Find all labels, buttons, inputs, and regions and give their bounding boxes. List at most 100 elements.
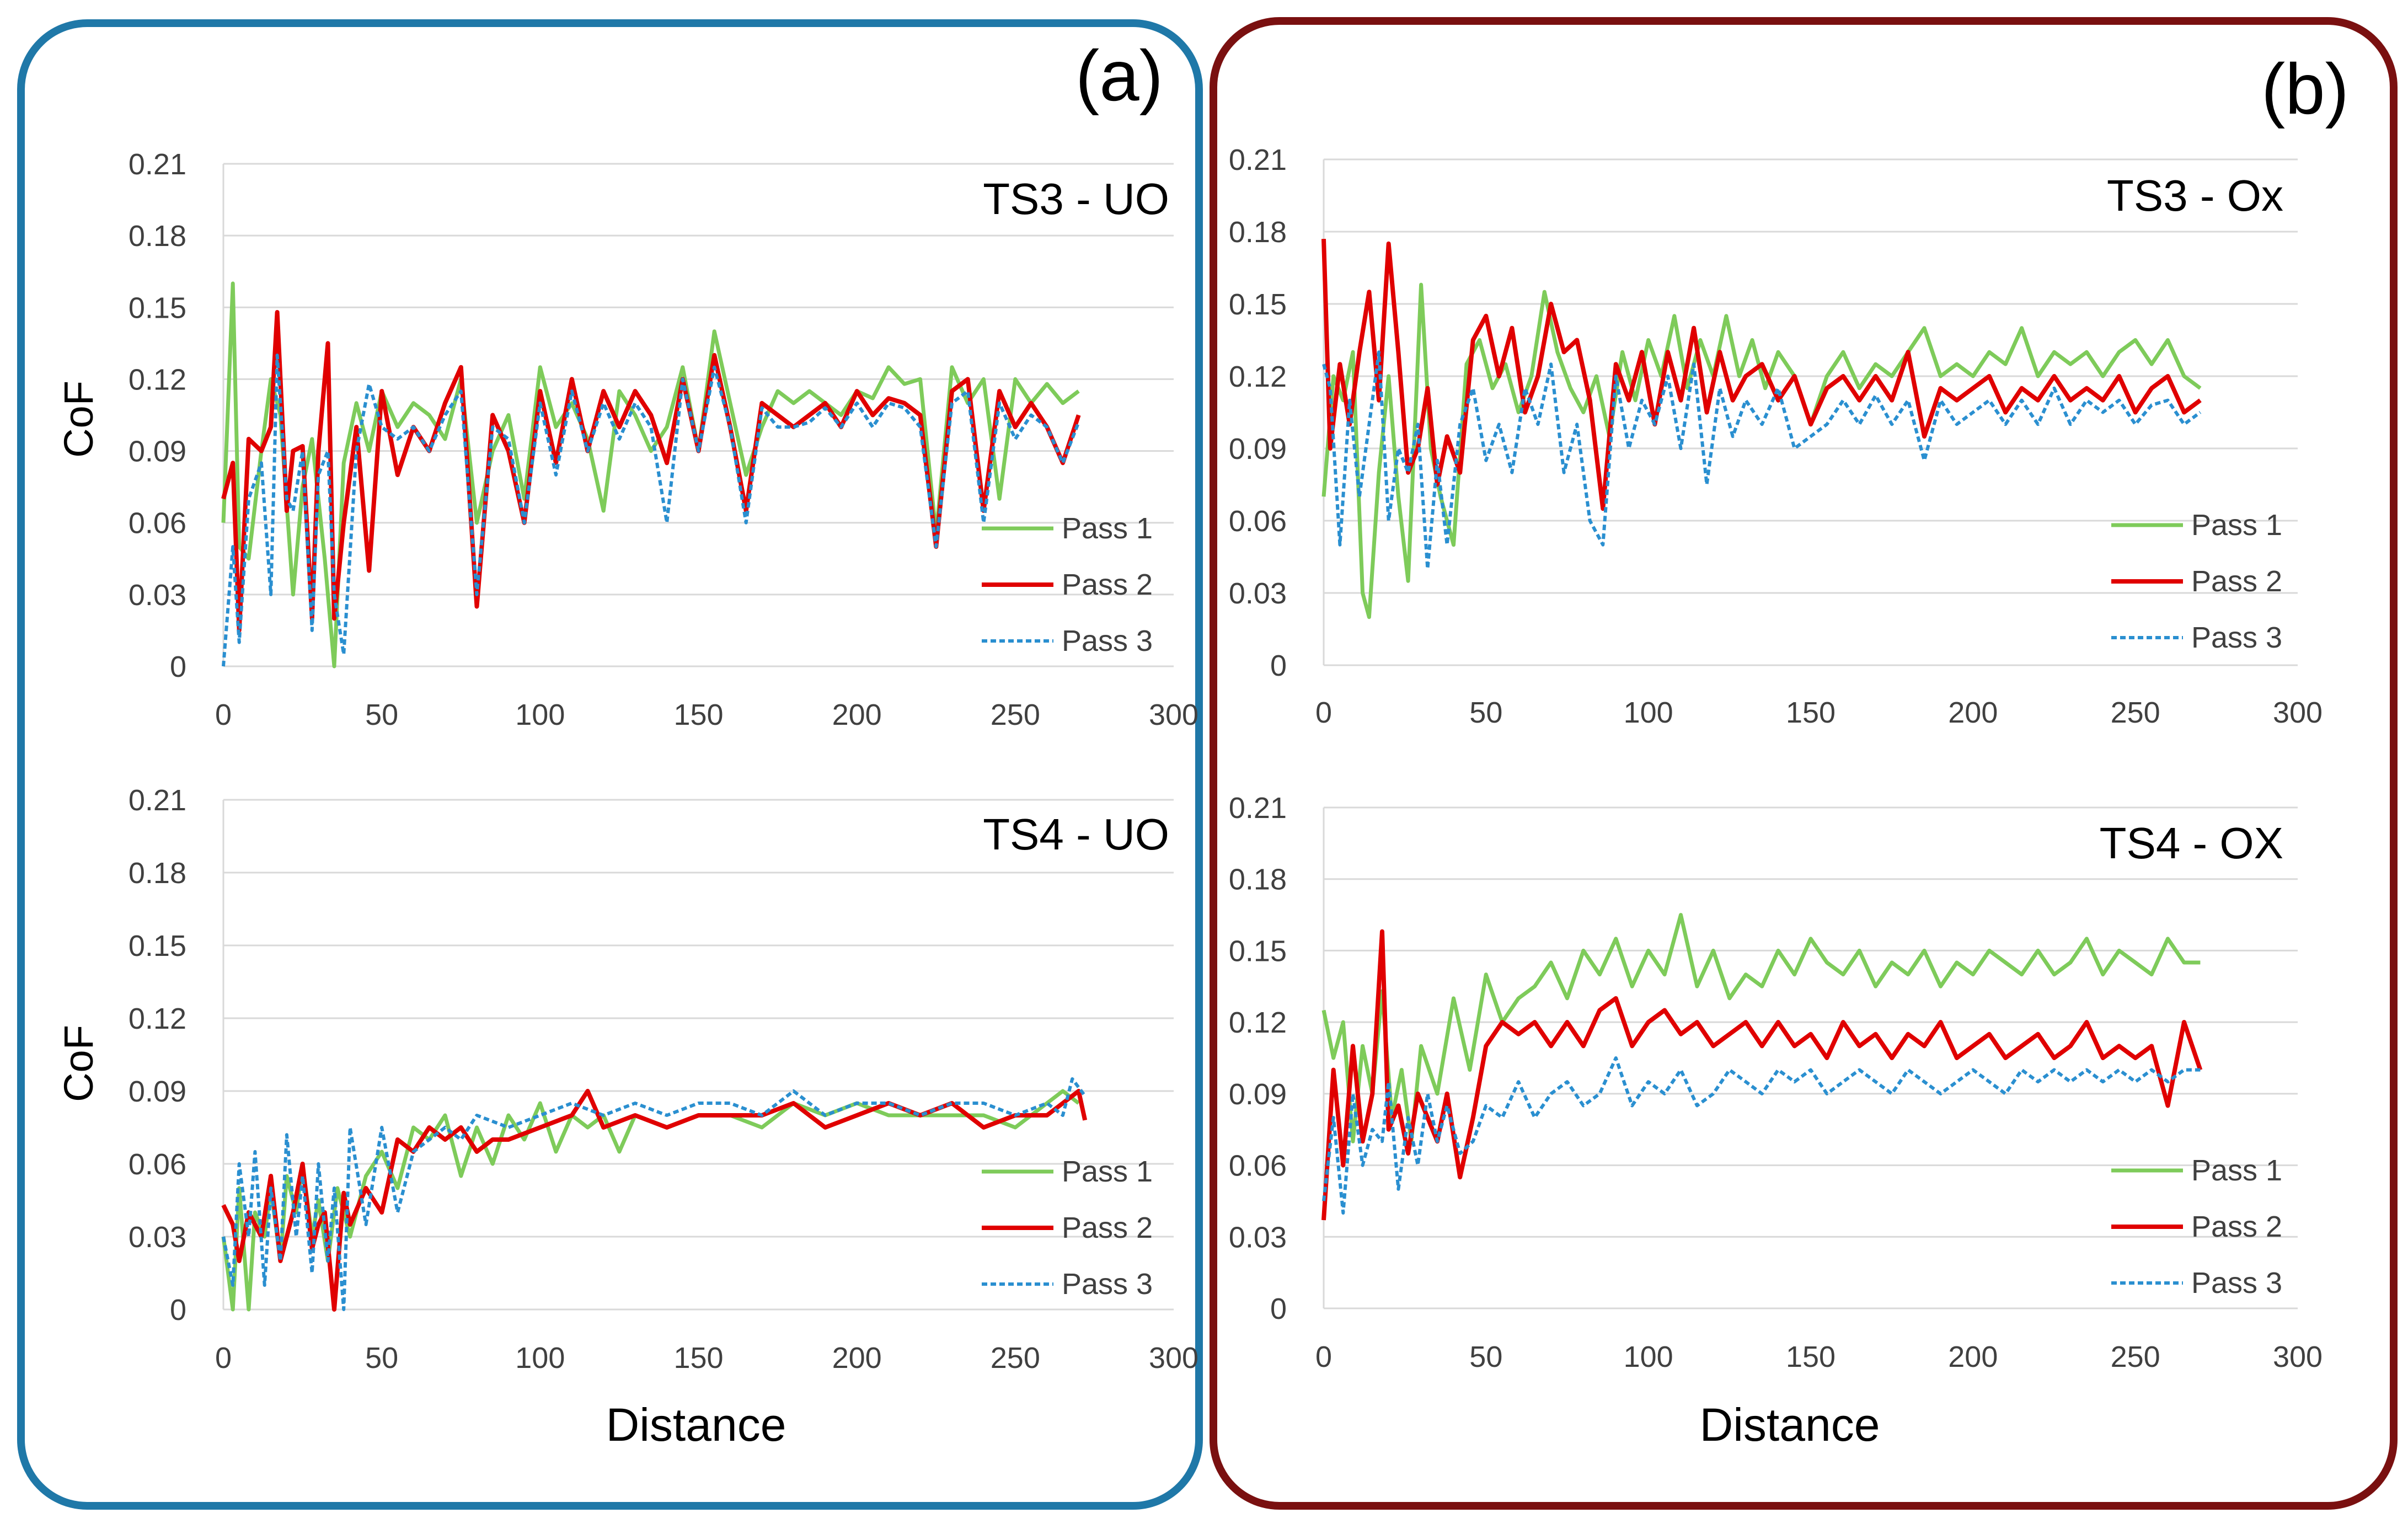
x-tick-label: 200 [1948, 1340, 1998, 1373]
x-tick-label: 300 [1149, 1341, 1198, 1375]
x-tick-label: 0 [215, 698, 232, 731]
x-tick-label: 50 [365, 1341, 398, 1375]
y-tick-label: 0 [170, 650, 186, 683]
x-tick-label: 0 [1315, 696, 1332, 729]
x-tick-label: 0 [1315, 1340, 1332, 1373]
x-tick-label: 150 [1786, 696, 1836, 729]
chart-title: TS4 - OX [2100, 819, 2283, 868]
y-tick-label: 0.18 [129, 220, 186, 253]
legend-label-pass-2: Pass 2 [2191, 1210, 2282, 1243]
series-line-pass-2 [1321, 929, 2203, 1221]
series-line-pass-1 [1321, 913, 2201, 1143]
x-axis-label-a: Distance [606, 1399, 786, 1451]
x-tick-label: 150 [673, 1341, 723, 1375]
legend-label-pass-2: Pass 2 [1062, 1211, 1153, 1244]
y-tick-label: 0.21 [129, 784, 186, 817]
legend-label-pass-3: Pass 3 [2191, 1266, 2282, 1300]
x-tick-label: 150 [1786, 1340, 1836, 1373]
x-tick-label: 250 [991, 698, 1040, 731]
y-tick-label: 0 [1270, 1292, 1287, 1325]
y-tick-label: 0.12 [1229, 1006, 1287, 1039]
x-tick-label: 250 [2111, 696, 2160, 729]
y-tick-label: 0.12 [1229, 360, 1287, 393]
y-tick-label: 0.09 [129, 435, 186, 468]
series-line-pass-2 [1321, 238, 2202, 511]
x-tick-label: 0 [215, 1341, 232, 1375]
y-tick-label: 0.15 [129, 291, 186, 324]
legend-label-pass-3: Pass 3 [1062, 1268, 1153, 1301]
x-tick-label: 50 [365, 698, 398, 731]
y-tick-label: 0.18 [129, 857, 186, 890]
panel-label-a: (a) [1075, 35, 1163, 116]
x-tick-label: 200 [832, 1341, 882, 1375]
series-line-pass-2 [221, 310, 1081, 633]
chart-ts4-uo: 0 0.03 0.06 0.09 0.12 0.15 0.18 0.21 0 50 100 150 20… [129, 784, 1198, 1375]
chart-ts3-uo: 0 0.03 0.06 0.09 0.12 0.15 0.18 0.21 0 50 100 150 20… [129, 148, 1198, 731]
y-tick-label: 0.09 [1229, 432, 1287, 466]
series-line-pass-3 [222, 354, 1080, 667]
x-tick-label: 300 [2273, 696, 2323, 729]
series-line-pass-1 [221, 1089, 1080, 1312]
x-tick-label: 250 [2111, 1340, 2160, 1373]
x-axis-label-b: Distance [1700, 1399, 1880, 1451]
y-tick-label: 0.12 [129, 1002, 186, 1035]
y-tick-label: 0.15 [129, 929, 186, 963]
x-tick-label: 50 [1469, 1340, 1502, 1373]
chart-title: TS3 - UO [983, 174, 1169, 223]
y-tick-label: 0.03 [129, 579, 186, 612]
y-tick-label: 0.09 [129, 1075, 186, 1108]
y-tick-label: 0.21 [1229, 143, 1287, 177]
chart-title: TS3 - Ox [2107, 171, 2283, 220]
panel-b-frame [1210, 17, 2398, 1510]
series-line-pass-1 [221, 281, 1080, 669]
x-tick-label: 200 [832, 698, 882, 731]
y-tick-label: 0.03 [1229, 1221, 1287, 1254]
panel-label-b: (b) [2261, 49, 2349, 129]
x-tick-label: 300 [1149, 698, 1198, 731]
x-tick-label: 300 [2273, 1340, 2323, 1373]
y-tick-label: 0.03 [129, 1221, 186, 1254]
series-line-pass-1 [1321, 282, 2202, 619]
y-tick-label: 0.06 [129, 507, 186, 540]
x-tick-label: 200 [1948, 696, 1998, 729]
legend-label-pass-2: Pass 2 [2191, 565, 2282, 598]
x-tick-label: 150 [673, 698, 723, 731]
y-tick-label: 0.06 [1229, 1150, 1287, 1183]
panel-a-frame [17, 19, 1203, 1510]
series-line-pass-3 [222, 1077, 1087, 1311]
y-tick-label: 0.18 [1229, 863, 1287, 896]
legend-label-pass-2: Pass 2 [1062, 568, 1153, 601]
y-tick-label: 0.15 [1229, 934, 1287, 967]
y-tick-label: 0.03 [1229, 577, 1287, 610]
y-tick-label: 0.09 [1229, 1078, 1287, 1111]
y-axis-label-bottom: CoF [56, 1025, 101, 1102]
y-axis-label-top: CoF [56, 381, 101, 458]
series-line-pass-3 [1322, 350, 2202, 571]
chart-title: TS4 - UO [983, 810, 1169, 859]
y-tick-label: 0.12 [129, 363, 186, 396]
legend-label-pass-1: Pass 1 [1062, 1155, 1153, 1188]
y-tick-label: 0.06 [129, 1148, 186, 1181]
x-tick-label: 100 [515, 698, 565, 731]
x-tick-label: 50 [1469, 696, 1502, 729]
y-tick-label: 0 [1270, 649, 1287, 682]
x-tick-label: 100 [1624, 696, 1673, 729]
legend-label-pass-1: Pass 1 [2191, 509, 2282, 542]
series-line-pass-3 [1322, 1056, 2201, 1215]
series-line-pass-2 [221, 1089, 1088, 1312]
chart-ts3-ox: 0 0.03 0.06 0.09 0.12 0.15 0.18 0.21 0 50 100 150 20… [1229, 143, 2323, 729]
y-tick-label: 0.06 [1229, 505, 1287, 538]
legend-label-pass-3: Pass 3 [1062, 624, 1153, 657]
y-tick-label: 0.18 [1229, 216, 1287, 249]
legend-label-pass-1: Pass 1 [2191, 1154, 2282, 1187]
x-tick-label: 100 [515, 1341, 565, 1375]
legend-label-pass-3: Pass 3 [2191, 621, 2282, 654]
x-tick-label: 100 [1624, 1340, 1673, 1373]
legend-label-pass-1: Pass 1 [1062, 512, 1153, 545]
y-tick-label: 0 [170, 1293, 186, 1327]
x-tick-label: 250 [991, 1341, 1040, 1375]
y-tick-label: 0.21 [1229, 792, 1287, 825]
y-tick-label: 0.21 [129, 148, 186, 181]
chart-ts4-ox: 0 0.03 0.06 0.09 0.12 0.15 0.18 0.21 0 50 100 150 20… [1229, 792, 2323, 1373]
